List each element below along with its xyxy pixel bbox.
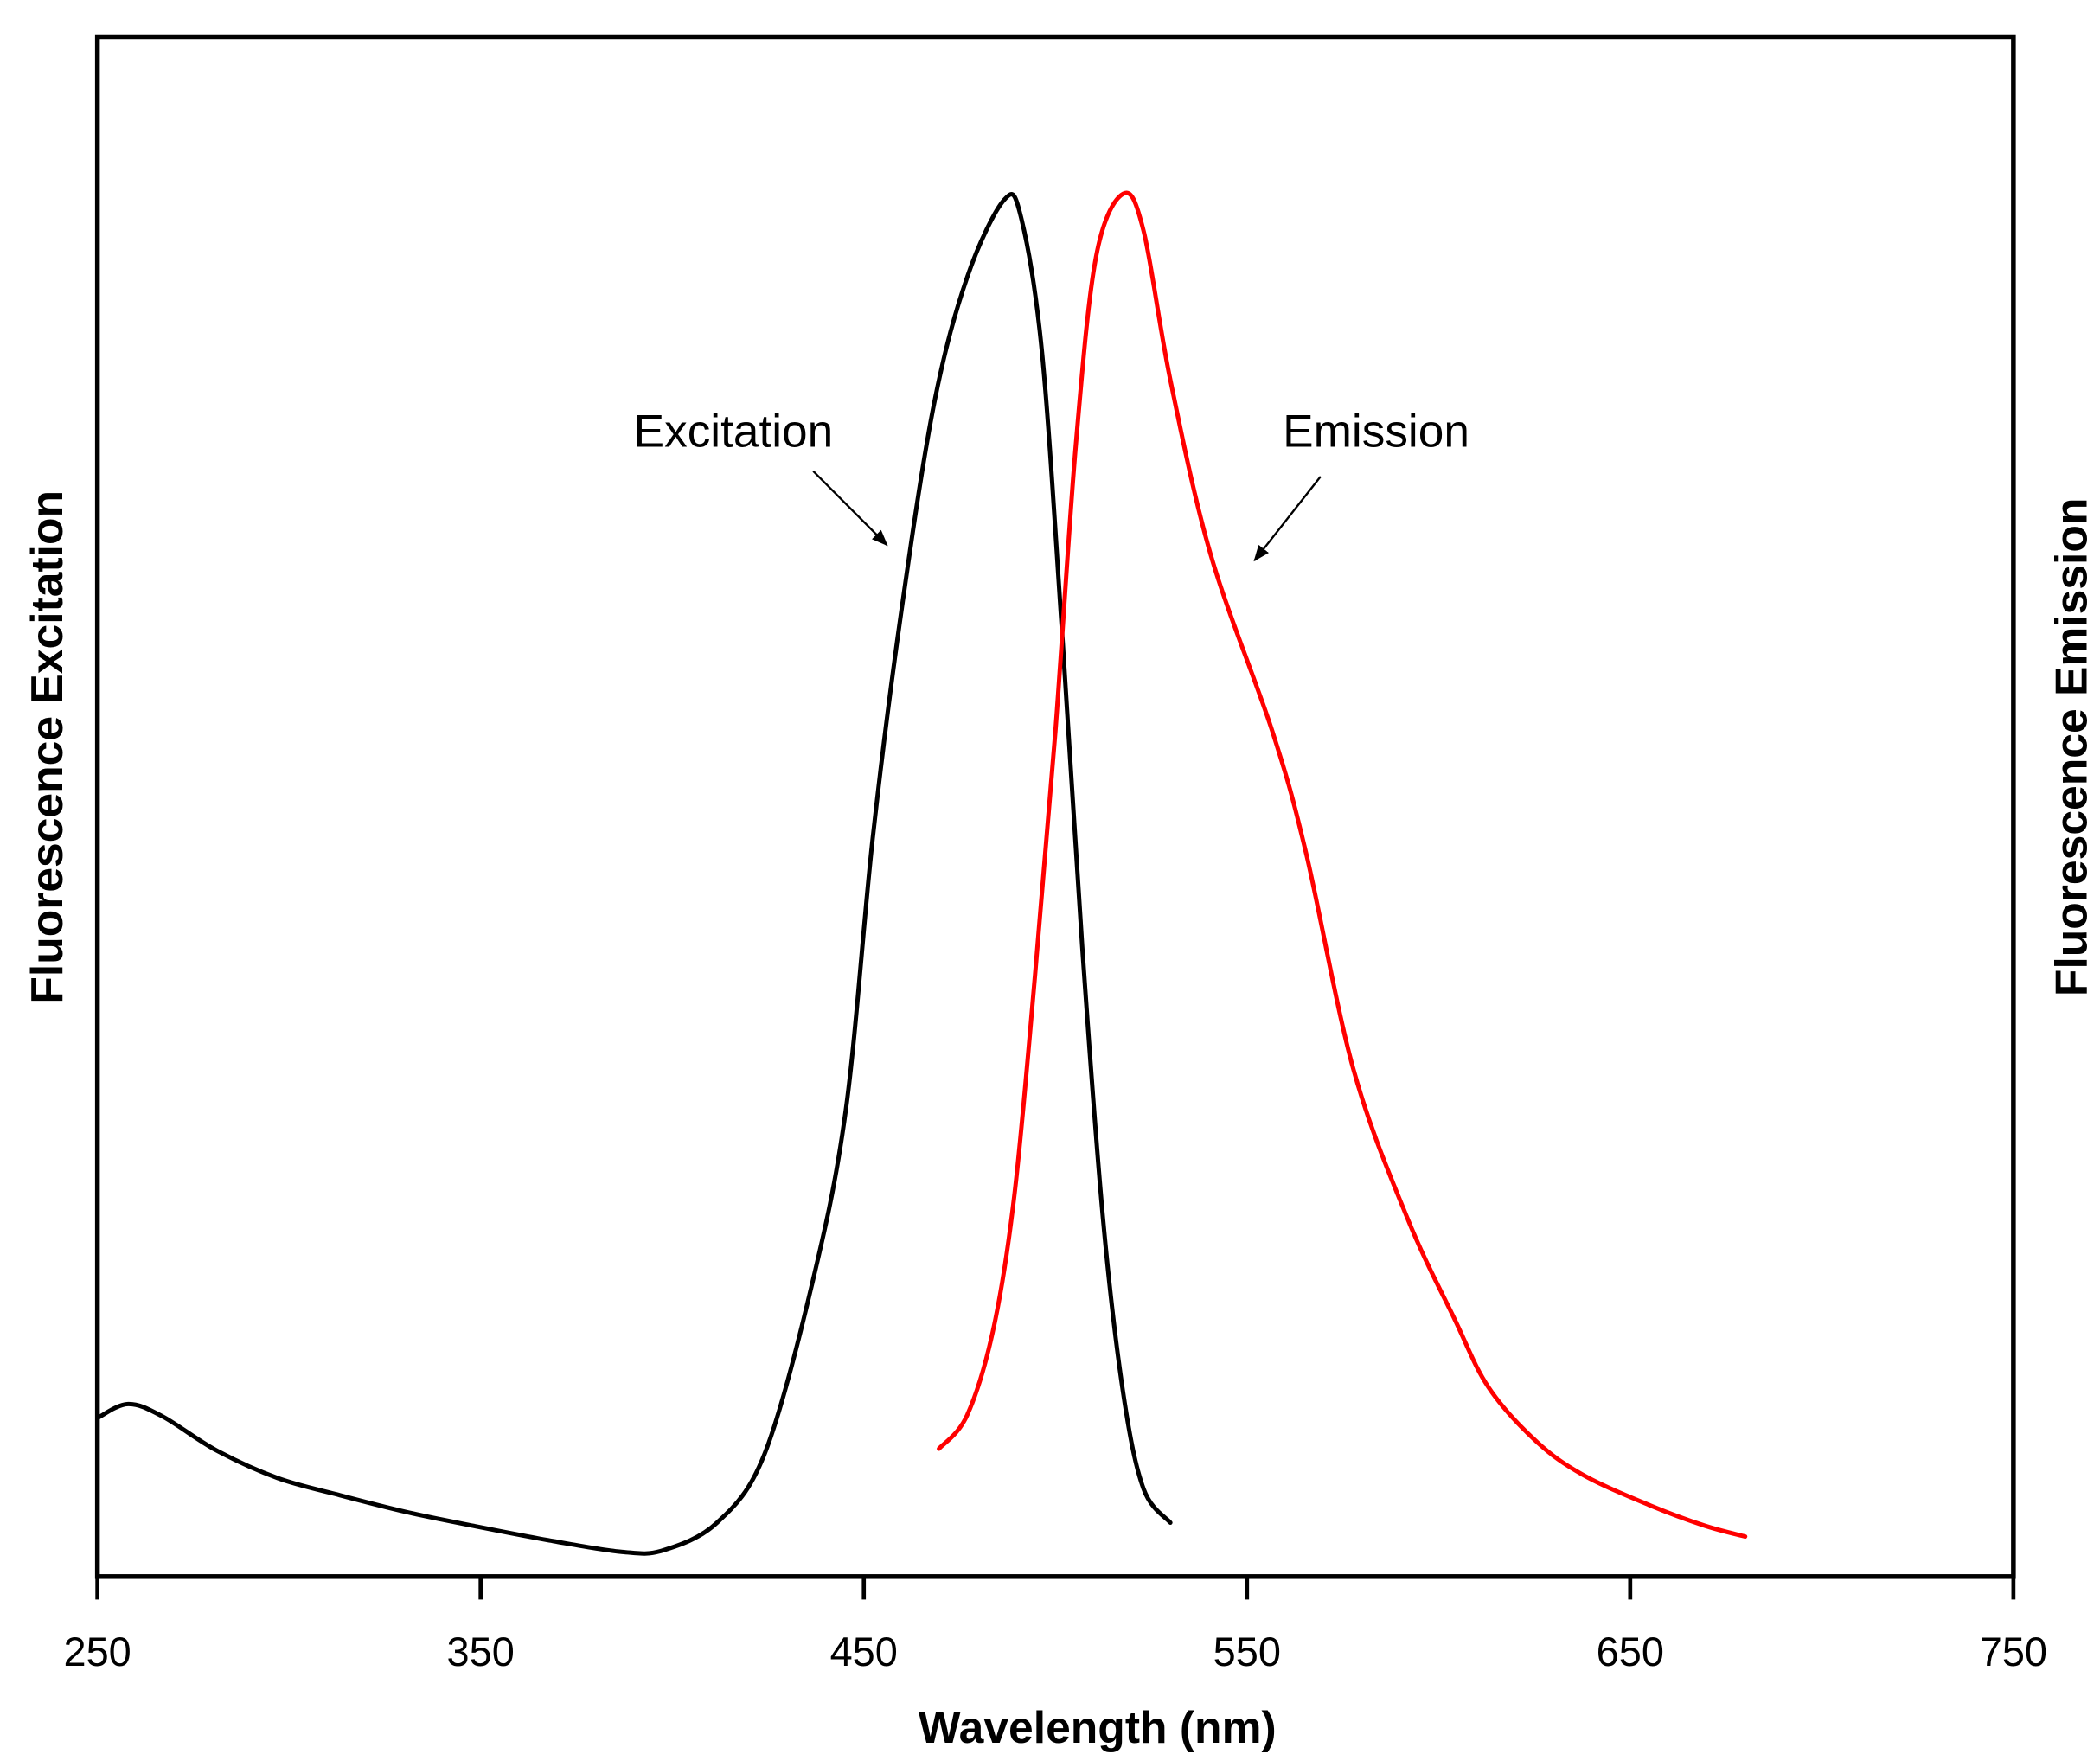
x-tick-label: 350 (447, 1629, 515, 1674)
series-line-excitation (95, 192, 1173, 1556)
x-tick-label: 250 (63, 1629, 131, 1674)
y-axis-title-left: Fluorescence Excitation (22, 490, 72, 1004)
x-tick-label: 450 (830, 1629, 898, 1674)
y-axis-title-right: Fluorescence Emission (2046, 498, 2096, 997)
annotation-excitation: Excitation (634, 406, 834, 458)
x-tick-label: 750 (1980, 1629, 2047, 1674)
series-line-emission (937, 190, 1748, 1540)
annotation-arrow (1253, 476, 1322, 562)
annotation-arrow (812, 470, 888, 547)
x-tick-label: 550 (1213, 1629, 1281, 1674)
x-tick-label: 650 (1597, 1629, 1664, 1674)
annotation-emission: Emission (1283, 406, 1469, 458)
plot-frame (94, 34, 2016, 1579)
x-axis-title: Wavelength (nm) (919, 1702, 1277, 1752)
